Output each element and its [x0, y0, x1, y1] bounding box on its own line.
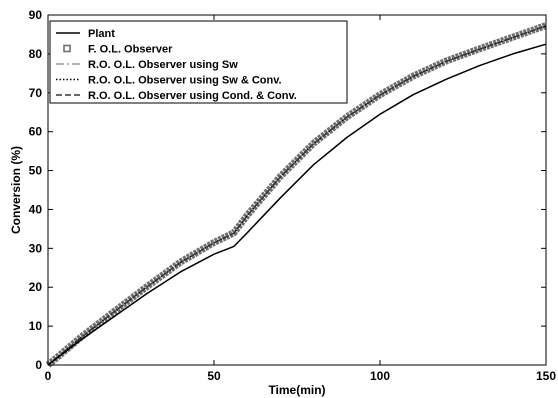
y-tick-label: 50 [29, 164, 43, 178]
legend-label: F. O.L. Observer [88, 44, 173, 56]
y-tick-label: 30 [29, 241, 43, 255]
y-tick-label: 70 [29, 86, 43, 100]
y-tick-label: 80 [29, 47, 43, 61]
series-line-4 [47, 25, 547, 366]
y-axis-label: Conversion (%) [9, 146, 23, 234]
x-tick-label: 0 [45, 369, 52, 383]
legend-marker [63, 44, 71, 53]
y-tick-label: 0 [35, 358, 42, 372]
legend-label: Plant [88, 28, 115, 40]
legend-label: R.O. O.L. Observer using Sw & Conv. [88, 75, 282, 87]
y-tick-label: 40 [29, 202, 43, 216]
y-tick-label: 10 [29, 319, 43, 333]
x-axis-label: Time(min) [268, 383, 325, 397]
ticks-layer: 0 50 100 150 0 10 20 30 40 50 60 70 80 90 [29, 8, 557, 383]
x-tick-label: 50 [207, 369, 221, 383]
legend-label: R.O. O.L. Observer using Sw [88, 59, 238, 71]
legend: Plant F. O.L. Observer R.O. O.L. Observer … [49, 20, 348, 104]
y-tick-label: 60 [29, 125, 43, 139]
y-tick-label: 90 [29, 8, 43, 22]
legend-label: R.O. O.L. Observer using Cond. & Conv. [88, 90, 297, 102]
legend-box [49, 20, 348, 104]
series-layer [45, 22, 548, 368]
x-tick-label: 100 [370, 369, 390, 383]
y-tick-label: 20 [29, 280, 43, 294]
series-line-0 [47, 43, 547, 366]
plot-frame [47, 14, 547, 366]
x-tick-label: 150 [536, 369, 556, 383]
